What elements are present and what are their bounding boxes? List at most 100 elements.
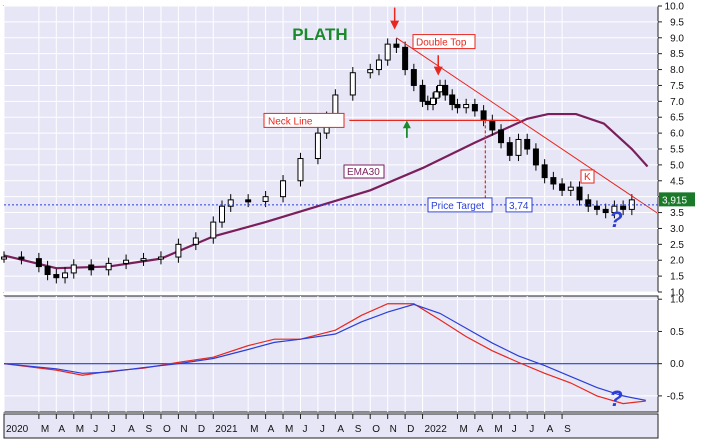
x-axis: 2020 M A M J J A S O N D 2021 M A M J J A S O N D 2022 M A M J J A S: [3, 413, 659, 439]
candle-body: [524, 138, 531, 150]
x-tick-label: J: [320, 424, 325, 435]
x-tick-label: M: [494, 424, 502, 435]
k-label: K: [584, 172, 591, 183]
candle-body: [62, 272, 69, 279]
oscillator-y-axis: 1.0 0.5 0.0 -0.5: [658, 295, 685, 402]
candle-body: [175, 243, 182, 258]
price-grid: [3, 5, 658, 293]
x-tick-label: 2022: [425, 424, 448, 435]
neck-line-label-box: [263, 112, 345, 128]
candle-body: [515, 138, 522, 156]
candle-body: [593, 205, 600, 210]
x-tick-label: A: [268, 424, 275, 435]
candle-body: [620, 205, 627, 210]
x-tick-label: 2021: [215, 424, 238, 435]
candle-body: [349, 72, 356, 96]
oscillator-y-tick-label: 1.0: [670, 295, 684, 306]
x-tick-label: M: [459, 424, 467, 435]
price-target-value-box: [505, 197, 533, 213]
price-y-tick-label: 8.5: [670, 49, 684, 60]
candle-body: [559, 183, 566, 191]
candle-body: [245, 199, 252, 203]
x-tick-label: M: [76, 424, 84, 435]
price-y-tick-label: 4.5: [670, 176, 684, 187]
x-tick-label: J: [512, 424, 517, 435]
oscillator-question-mark: ?: [609, 386, 622, 411]
x-tick-label: S: [564, 424, 571, 435]
x-tick-label: A: [58, 424, 65, 435]
x-tick-label: S: [146, 424, 153, 435]
oscillator-y-tick-label: 0.5: [670, 327, 684, 338]
candle-body: [437, 84, 443, 93]
oscillator-blue-line: [3, 303, 646, 401]
x-tick-label: 2020: [6, 424, 29, 435]
price-panel: 1.01.52.02.53.03.54.04.55.05.56.06.57.07…: [1, 2, 695, 299]
candle-body: [442, 84, 449, 96]
candle-body: [367, 69, 374, 74]
candle-body: [576, 186, 583, 201]
x-tick-label: J: [111, 424, 116, 435]
price-y-tick-label: 7.5: [670, 81, 684, 92]
candle-body: [123, 259, 130, 264]
x-tick-label: M: [250, 424, 258, 435]
candle-body: [424, 100, 431, 106]
price-y-tick-label: 6.0: [670, 129, 684, 140]
price-y-tick-label: 9.5: [670, 17, 684, 28]
candle-body: [567, 186, 574, 191]
candle-body: [498, 129, 505, 144]
candle-body: [480, 110, 487, 121]
price-y-tick-label: 7.0: [670, 97, 684, 108]
candle-body: [88, 264, 95, 271]
candle-body: [140, 258, 147, 262]
price-y-tick-label: 10.0: [665, 2, 685, 13]
candle-body: [506, 142, 513, 156]
candle-body: [375, 59, 382, 71]
candle-body: [105, 262, 112, 271]
price-y-tick-label: 3.0: [670, 224, 684, 235]
price-y-tick-label: 2.0: [670, 256, 684, 267]
oscillator-panel: 1.0 0.5 0.0 -0.5 ?: [3, 295, 685, 413]
oscillator-y-tick-label: -0.5: [667, 391, 685, 402]
candle-body: [449, 94, 456, 106]
x-tick-label: J: [529, 424, 534, 435]
k-label-box: [580, 169, 595, 184]
candle-body: [463, 104, 470, 109]
double-top-label: Double Top: [416, 38, 467, 49]
x-tick-label: M: [285, 424, 293, 435]
x-tick-label: A: [547, 424, 554, 435]
candle-body: [384, 43, 391, 61]
x-tick-label: M: [41, 424, 49, 435]
price-target-label: Price Target: [431, 201, 484, 212]
price-y-tick-label: 3.5: [670, 208, 684, 219]
price-y-tick-label: 6.5: [670, 113, 684, 124]
candle-body: [210, 221, 217, 239]
x-tick-label: J: [302, 424, 307, 435]
x-tick-label: J: [93, 424, 98, 435]
price-y-tick-label: 5.5: [670, 145, 684, 156]
neck-line-label: Neck Line: [268, 116, 313, 127]
candle-body: [18, 256, 25, 260]
x-tick-label: N: [180, 424, 187, 435]
ema30-line: [3, 112, 649, 270]
oscillator-grid: [3, 296, 658, 412]
price-y-tick-label: 8.0: [670, 65, 684, 76]
candle-body: [433, 91, 440, 99]
x-tick-label: A: [477, 424, 484, 435]
price-target-value: 3,74: [509, 201, 529, 212]
candle-body: [192, 237, 199, 245]
candle-body: [1, 256, 7, 260]
x-tick-label: A: [128, 424, 135, 435]
candle-body: [410, 69, 417, 86]
candle-body: [550, 177, 557, 185]
candle-body: [53, 274, 60, 279]
price-question-mark: ?: [609, 207, 622, 232]
candle-body: [157, 256, 164, 260]
candle-body: [419, 84, 426, 102]
candle-body: [219, 205, 225, 223]
price-annotations: Neck Line Double Top Price Target 3,74 EMA30…: [4, 7, 695, 232]
oscillator-plot-area: [3, 295, 659, 413]
neck-up-arrowhead: [402, 120, 411, 129]
candle-body: [262, 196, 269, 202]
x-tick-label: S: [355, 424, 362, 435]
